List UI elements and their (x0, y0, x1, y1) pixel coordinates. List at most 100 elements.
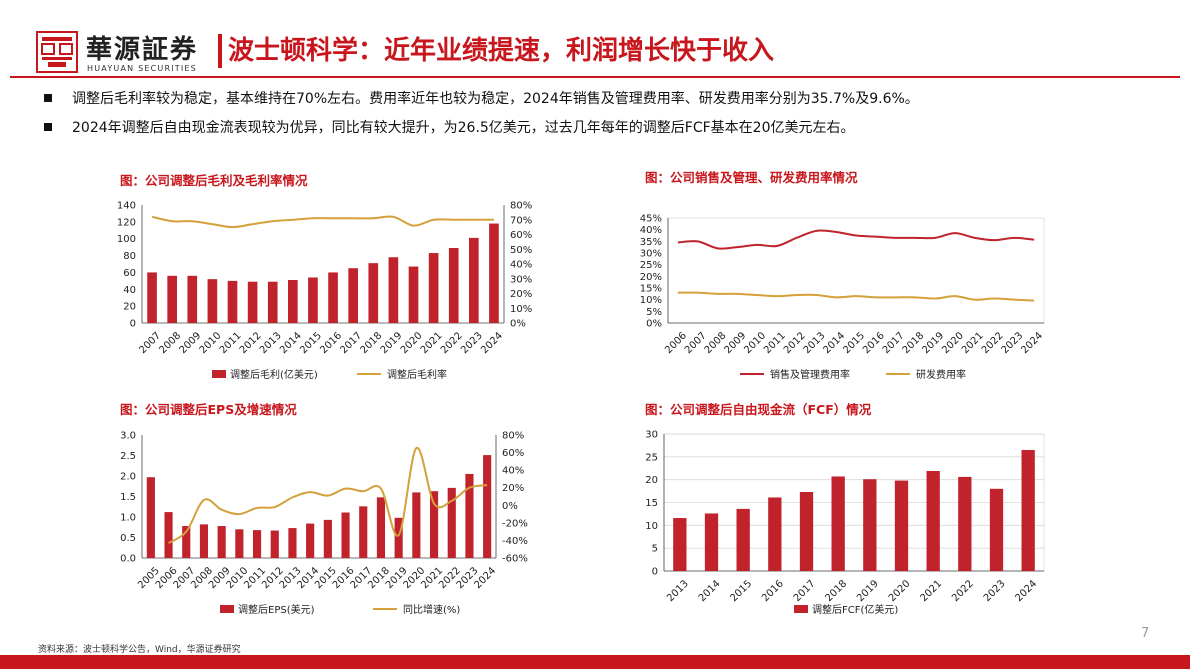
gross-profit-chart: 0 20 40 60 80 100 120 140 0% 10% 20% 30% 40% 50% 60% 70… (117, 201, 532, 382)
page-number: 7 (1141, 626, 1150, 641)
y-tick-label: 20% (640, 272, 662, 283)
y-tick-label: 0.5 (120, 533, 136, 544)
legend-swatch (220, 605, 234, 613)
bar (164, 512, 173, 558)
x-tick-label: 2012 (782, 330, 808, 356)
bullet-text: 调整后毛利率较为稳定，基本维持在70%左右。费用率近年也较为稳定，2024年销售… (72, 91, 919, 107)
bullet-square-icon (44, 123, 52, 131)
y2-tick-label: 10% (510, 304, 532, 315)
x-tick-label: 2015 (298, 330, 324, 356)
x-tick-label: 2014 (697, 578, 723, 604)
x-tick-label: 2014 (822, 330, 848, 356)
bar (187, 275, 198, 323)
y2-tick-label: 40% (502, 466, 524, 477)
y2-tick-label: 60% (502, 448, 524, 459)
bar (831, 476, 845, 571)
bar (288, 280, 298, 323)
legend-label: 销售及管理费用率 (770, 368, 850, 381)
bar (247, 281, 258, 323)
y2-tick-label: 20% (510, 289, 532, 300)
x-tick-label: 2020 (887, 578, 913, 604)
bar (894, 480, 909, 571)
bar (448, 247, 459, 323)
y2-tick-label: 40% (510, 260, 532, 271)
legend-label: 研发费用率 (916, 368, 966, 381)
legend-label: 调整后毛利率 (387, 368, 447, 381)
bar (465, 473, 474, 558)
bar (227, 280, 238, 323)
bullet-text: 2024年调整后自由现金流表现较为优异，同比有较大提升，为26.5亿美元，过去几… (72, 120, 855, 136)
bar (359, 506, 368, 558)
y2-tick-label: -40% (502, 536, 528, 547)
bar (926, 470, 940, 571)
x-tick-label: 2022 (439, 330, 465, 356)
x-tick-label: 2024 (1013, 578, 1039, 604)
y-tick-label: 30 (645, 430, 658, 441)
bar (252, 530, 262, 558)
bar (958, 476, 972, 571)
bar (429, 491, 439, 558)
x-tick-label: 2016 (760, 578, 786, 604)
bullet-point: 调整后毛利率较为稳定，基本维持在70%左右。费用率近年也较为稳定，2024年销售… (44, 88, 919, 108)
x-tick-label: 2018 (823, 578, 849, 604)
chart-title-gross-profit: 图：公司调整后毛利及毛利率情况 (120, 173, 308, 188)
x-tick-label: 2008 (157, 330, 183, 356)
y-tick-label: 45% (640, 214, 662, 225)
y-tick-label: 5 (652, 544, 658, 555)
y-tick-label: 0 (652, 567, 658, 578)
y-tick-label: 10% (640, 295, 662, 306)
x-tick-label: 2006 (663, 330, 689, 356)
x-tick-label: 2015 (728, 578, 754, 604)
bar (288, 528, 297, 558)
chart-title-expense-ratio: 图：公司销售及管理、研发费用率情况 (645, 170, 858, 185)
x-tick-label: 2010 (198, 330, 224, 356)
y-tick-label: 3.0 (120, 431, 136, 442)
bar (768, 497, 782, 571)
bar (270, 530, 279, 558)
y-tick-label: 15 (645, 498, 658, 509)
x-tick-label: 2014 (278, 330, 304, 356)
bar (217, 526, 226, 558)
bar (489, 223, 499, 323)
x-tick-label: 2007 (683, 330, 709, 356)
x-tick-label: 2013 (258, 330, 284, 356)
y2-tick-label: 80% (502, 431, 524, 442)
x-tick-label: 2011 (218, 330, 244, 356)
series-line (151, 215, 494, 229)
y-tick-label: 80 (123, 251, 136, 262)
y-tick-label: 2.5 (120, 451, 136, 462)
y-tick-label: 2.0 (120, 472, 136, 483)
eps-chart: 0.0 0.5 1.0 1.5 2.0 2.5 3.0 -60% -40% -20% 0% 20% 40… (120, 431, 528, 617)
fcf-chart: 0 5 10 15 20 25 30 2013 2014 2015 2016 2017 2018 2019… (645, 430, 1045, 616)
expense-ratio-chart: 0%5%10%15%20%25%30%35%40%45% 200620072008… (640, 214, 1045, 382)
y2-tick-label: 50% (510, 245, 532, 256)
bar (323, 519, 332, 558)
bar (1021, 449, 1035, 571)
y-tick-label: 20 (645, 475, 658, 486)
page-title: 波士顿科学：近年业绩提速，利润增长快于收入 (228, 36, 775, 66)
bar (368, 263, 379, 323)
x-tick-label: 2007 (137, 330, 163, 356)
bar (469, 237, 479, 323)
x-tick-label: 2009 (723, 330, 749, 356)
bar (267, 281, 278, 323)
y-tick-label: 0.0 (120, 554, 136, 565)
y-tick-label: 10 (645, 521, 658, 532)
y-tick-label: 120 (117, 217, 136, 228)
footer-band (0, 655, 1190, 669)
y-tick-label: 100 (117, 234, 136, 245)
x-tick-label: 2017 (792, 578, 818, 604)
y2-tick-label: 0% (510, 319, 526, 330)
bar (376, 497, 386, 558)
y2-tick-label: 70% (510, 215, 532, 226)
x-tick-label: 2019 (379, 330, 405, 356)
y2-tick-label: -60% (502, 554, 528, 565)
bar (328, 272, 338, 323)
x-tick-label: 2021 (419, 330, 445, 356)
x-tick-label: 2008 (703, 330, 729, 356)
y-tick-label: 40% (640, 225, 662, 236)
bar (308, 277, 318, 323)
bar (306, 523, 315, 558)
x-tick-label: 2016 (861, 330, 887, 356)
bar (483, 455, 492, 558)
